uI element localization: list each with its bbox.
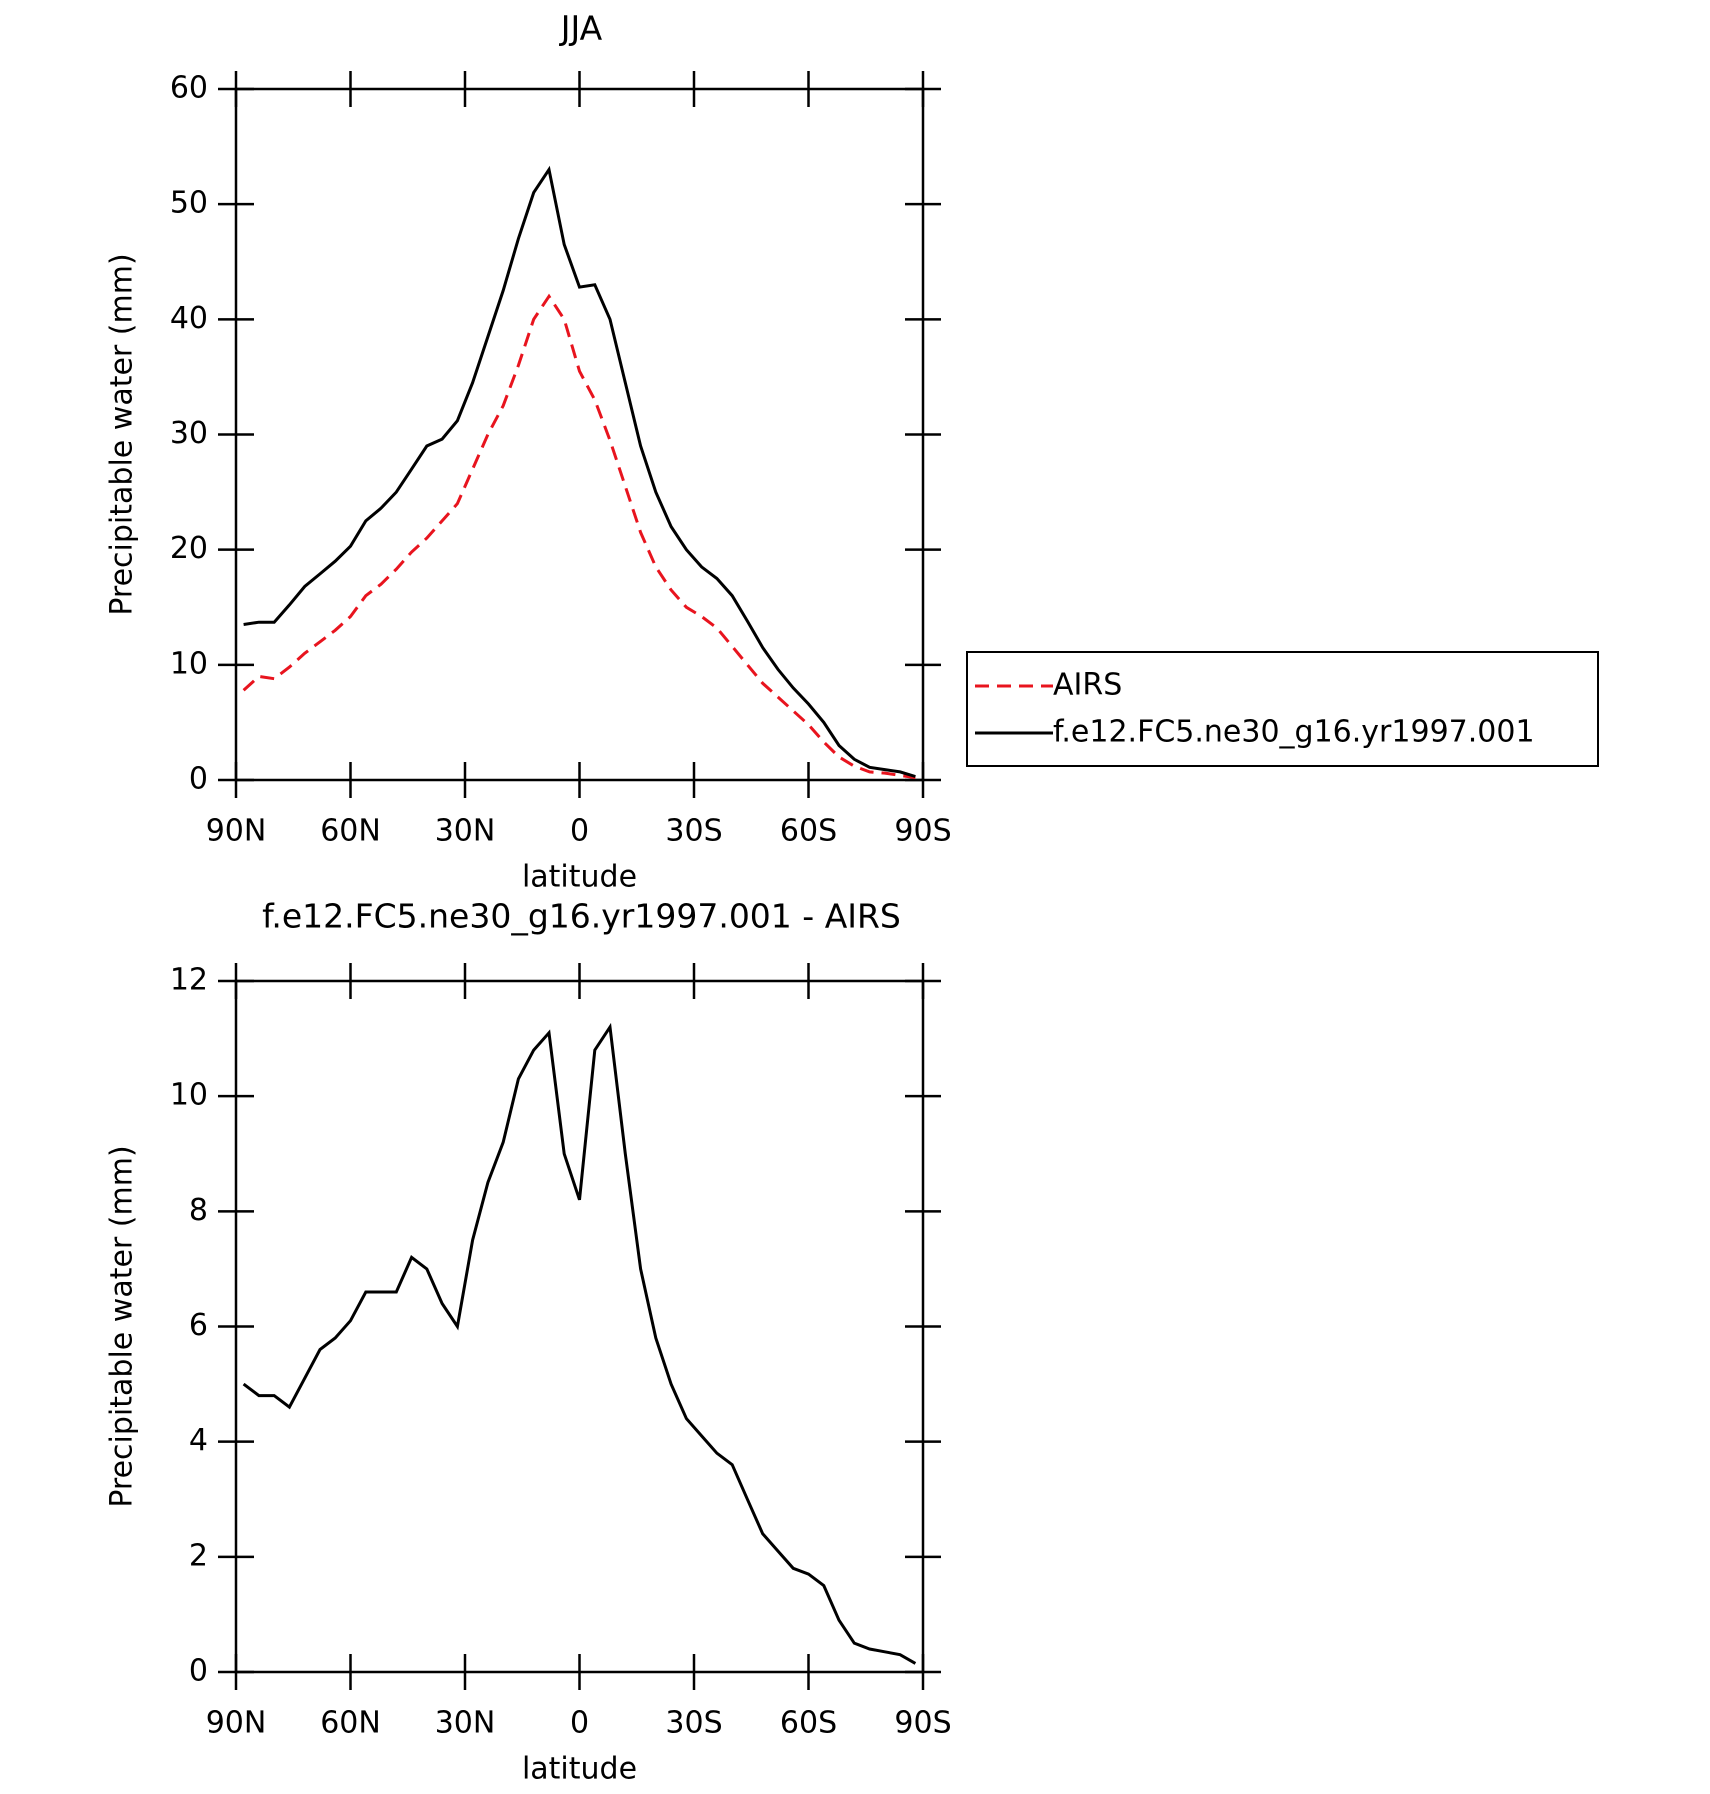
y-tick-label: 60 — [170, 71, 208, 106]
y-tick-label: 2 — [189, 1538, 208, 1573]
chart-title: JJA — [559, 9, 603, 48]
x-tick-label: 90S — [894, 814, 951, 849]
y-axis-label: Precipitable water (mm) — [105, 1145, 140, 1507]
x-axis-label: latitude — [522, 1752, 637, 1787]
x-tick-label: 90N — [206, 1706, 267, 1741]
x-tick-label: 30N — [435, 814, 496, 849]
y-tick-label: 30 — [170, 416, 208, 451]
x-tick-label: 60S — [780, 1706, 837, 1741]
plot-frame — [234, 979, 925, 1674]
y-tick-label: 0 — [189, 762, 208, 797]
y-tick-label: 40 — [170, 301, 208, 336]
y-tick-label: 6 — [189, 1308, 208, 1343]
data-line — [242, 293, 916, 780]
legend-label: f.e12.FC5.ne30_g16.yr1997.001 — [1053, 715, 1535, 750]
legend-label: AIRS — [1053, 668, 1122, 703]
x-tick-label: 30S — [665, 1706, 722, 1741]
x-tick-label: 60N — [320, 814, 381, 849]
legend-box — [966, 651, 1599, 767]
y-tick-label: 10 — [170, 646, 208, 681]
x-tick-label: 30N — [435, 1706, 496, 1741]
y-tick-label: 4 — [189, 1423, 208, 1458]
y-tick-label: 0 — [189, 1654, 208, 1689]
chart-title: f.e12.FC5.ne30_g16.yr1997.001 - AIRS — [262, 897, 901, 936]
x-axis-label: latitude — [522, 860, 637, 895]
y-axis-label: Precipitable water (mm) — [105, 253, 140, 615]
x-tick-label: 60N — [320, 1706, 381, 1741]
x-tick-label: 90S — [894, 1706, 951, 1741]
x-tick-label: 0 — [570, 1706, 589, 1741]
data-line — [242, 1022, 917, 1665]
x-tick-label: 30S — [665, 814, 722, 849]
x-tick-label: 90N — [206, 814, 267, 849]
y-tick-label: 8 — [189, 1193, 208, 1228]
x-tick-label: 60S — [780, 814, 837, 849]
plot-frame — [234, 87, 925, 782]
y-tick-label: 50 — [170, 186, 208, 221]
data-line — [243, 165, 916, 778]
y-tick-label: 10 — [170, 1078, 208, 1113]
y-tick-label: 12 — [170, 963, 208, 998]
y-tick-label: 20 — [170, 531, 208, 566]
x-tick-label: 0 — [570, 814, 589, 849]
